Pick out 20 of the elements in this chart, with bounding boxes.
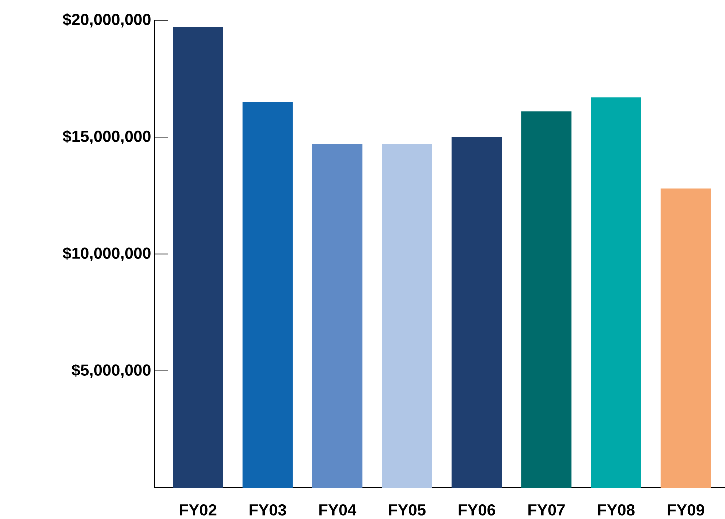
y-tick-label: $15,000,000 xyxy=(63,130,151,145)
x-tick-label: FY06 xyxy=(458,504,496,516)
bar xyxy=(452,137,502,488)
x-tick-label: FY05 xyxy=(389,504,426,516)
x-tick-label: FY04 xyxy=(320,504,357,516)
x-tick-label: FY08 xyxy=(598,504,635,516)
x-tick-label: FY09 xyxy=(668,504,704,516)
bar xyxy=(522,112,572,488)
bar xyxy=(173,28,224,488)
bar xyxy=(660,188,712,488)
bar xyxy=(242,102,293,488)
bar xyxy=(591,98,642,488)
x-tick-label: FY02 xyxy=(180,504,217,516)
x-tick-label: FY03 xyxy=(250,504,286,516)
bar xyxy=(312,144,363,488)
x-tick-label: FY07 xyxy=(528,504,565,516)
y-tick-label: $5,000,000 xyxy=(72,364,151,378)
bar xyxy=(382,144,432,488)
y-tick-label: $10,000,000 xyxy=(63,247,151,262)
y-tick-label: $20,000,000 xyxy=(63,13,151,28)
